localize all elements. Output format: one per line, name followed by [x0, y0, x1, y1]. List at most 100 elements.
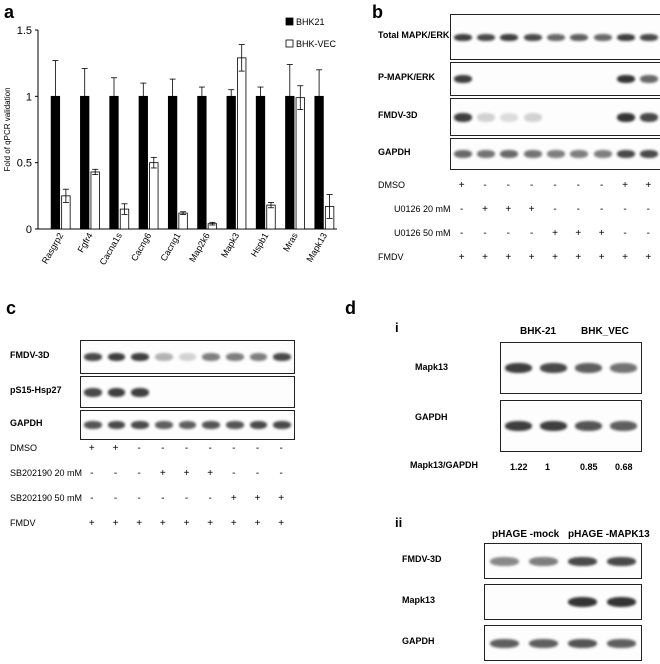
panel-b-sign: - — [599, 204, 604, 215]
panel-b-sign: + — [482, 252, 488, 263]
panel-c-sign: + — [183, 518, 190, 529]
x-tick-label: Mras — [281, 231, 300, 254]
panel-letter-b: b — [372, 2, 383, 22]
blot-band — [131, 387, 150, 397]
bar-bhk-vec — [90, 171, 100, 230]
panel-b-sign: + — [575, 252, 582, 263]
blot-band — [523, 150, 542, 158]
panel-c-sign: + — [183, 468, 190, 479]
panel-b-sign: + — [528, 252, 535, 263]
panel-c-blot-label: FMDV-3D — [10, 350, 50, 360]
y-axis-label: Fold of qPCR validation — [3, 87, 12, 171]
x-tick-label: Cacng1 — [158, 231, 182, 263]
y-tick-label: 0 — [26, 224, 32, 236]
blot-band — [567, 638, 598, 648]
panel-b-sign: + — [505, 204, 512, 215]
bar-bhk21 — [167, 95, 178, 230]
panel-c-blot-label: GAPDH — [10, 418, 43, 428]
blot-band — [154, 353, 173, 361]
panel-c-blot-1 — [80, 340, 295, 374]
panel-c-sign: - — [161, 493, 165, 504]
blot-band — [453, 150, 472, 158]
panel-c-blot-2 — [80, 376, 295, 408]
x-tick-label: Cacng6 — [129, 231, 153, 263]
panel-c-sign: + — [207, 518, 214, 529]
panel-b-sign: - — [553, 180, 557, 191]
panel-b-sign: + — [645, 252, 652, 263]
panel-c-sign: + — [254, 493, 261, 504]
blot-band — [570, 33, 589, 41]
panel-d-ii-blot-label: GAPDH — [402, 636, 435, 646]
legend-label: BHK21 — [296, 17, 325, 27]
panel-c-sign: - — [279, 443, 283, 454]
blot-band — [500, 112, 519, 122]
blot-band — [617, 150, 635, 158]
blot-band — [178, 421, 197, 429]
blot-band — [593, 33, 612, 41]
blot-band — [477, 33, 495, 41]
blot-band — [640, 150, 659, 158]
blot-band — [225, 421, 244, 429]
bar-bhk-vec — [295, 97, 305, 230]
blot-band — [83, 353, 102, 361]
bar-bhk21 — [50, 95, 61, 230]
panel-b-sign: - — [459, 204, 464, 215]
panel-c-sign: - — [255, 443, 260, 454]
panel-letter-d: d — [345, 298, 356, 318]
blot-band — [249, 421, 268, 429]
panel-c-sign: - — [161, 443, 165, 454]
bar-bhk21 — [314, 95, 324, 230]
panel-c-sign: + — [278, 518, 285, 529]
panel-b-sign: - — [483, 228, 487, 239]
blot-band — [617, 75, 635, 83]
qpcr-bar-chart: 0 0.5 1 1.5 Fold of qPCR validation Rasgrp2 Fg… — [3, 17, 337, 267]
bar-bhk21 — [109, 95, 119, 230]
x-tick-label: Map2k6 — [187, 231, 212, 264]
legend-swatch — [285, 17, 294, 26]
blot-band — [528, 556, 559, 566]
panel-c-sign: + — [136, 518, 143, 529]
blot-band — [500, 150, 519, 158]
blot-band — [107, 353, 126, 361]
bar-bhk21 — [226, 95, 236, 230]
blot-band — [640, 75, 659, 83]
panel-b-sign: - — [459, 228, 464, 239]
panel-b-sign: + — [505, 252, 512, 263]
panel-b-sign: - — [553, 204, 557, 215]
panel-b-condition-label: DMSO — [378, 180, 405, 190]
x-tick-label: Fgfr4 — [76, 231, 95, 254]
panel-d-ii-blot-label: Mapk13 — [402, 595, 436, 605]
panel-b-sign: - — [506, 180, 510, 191]
panel-b-blot-label: FMDV-3D — [378, 110, 418, 120]
blot-band — [640, 33, 659, 41]
blot-band — [547, 33, 565, 41]
bar-bhk21 — [285, 95, 295, 230]
blot-band — [500, 33, 519, 41]
panel-c-sign: - — [232, 443, 236, 454]
panel-b-sign: + — [482, 204, 488, 215]
blot-band — [617, 112, 635, 122]
blot-band — [617, 33, 635, 41]
panel-letter-c: c — [6, 298, 17, 318]
blot-band — [202, 353, 221, 361]
blot-band — [489, 556, 520, 566]
legend-label: BHK-VEC — [296, 39, 337, 49]
blot-band — [131, 421, 150, 429]
blot-band — [540, 421, 567, 431]
blot-band — [178, 353, 197, 361]
blot-band — [640, 112, 659, 122]
blot-band — [505, 421, 532, 431]
bar-bhk21 — [138, 95, 148, 230]
panel-b-sign: + — [598, 252, 605, 263]
panel-c-sign: - — [137, 468, 141, 479]
blot-band — [593, 150, 612, 158]
panel-b-sign: + — [458, 252, 465, 263]
blot-band — [453, 33, 472, 41]
panel-b-blot-4 — [450, 138, 660, 170]
panel-b-blot-label: P-MAPK/ERK — [378, 72, 436, 82]
panel-c-blot-3 — [80, 410, 295, 440]
panel-d-i-blot-mapk13 — [500, 342, 642, 394]
blot-band — [575, 363, 602, 373]
panel-b-blot-label: Total MAPK/ERK — [378, 30, 450, 40]
panel-c-sign: - — [90, 468, 94, 479]
